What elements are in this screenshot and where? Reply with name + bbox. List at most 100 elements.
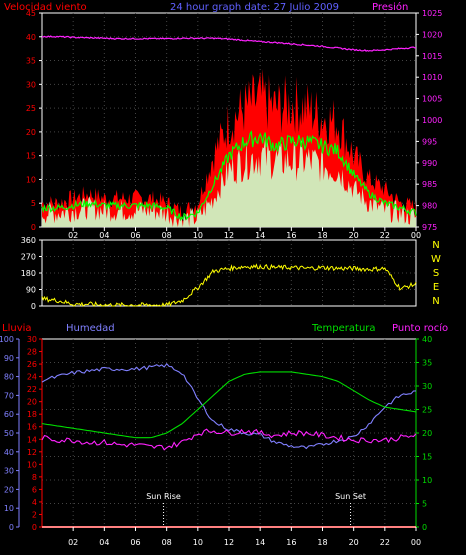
pressure-tick-label: 1005 [422,95,442,104]
direction-tick-label: 270 [21,253,36,262]
pressure-tick-label: 1020 [422,30,442,39]
rain-label: Lluvia [2,323,32,334]
rain-tick-label: 10 [27,460,37,469]
time-tick-label: 12 [224,231,234,240]
time-tick-label: 04 [99,231,109,240]
sunset-label: Sun Set [335,492,366,501]
time-tick-label: 22 [380,231,390,240]
direction-axis: 0 90 180 270 360 [21,236,42,311]
pressure-tick-label: 995 [422,137,437,146]
compass-label: N [432,296,439,307]
wind-pressure-series [41,35,417,227]
temp-tick-label: 20 [422,429,432,438]
wind-tick-label: 20 [26,128,36,137]
compass-label: E [433,282,439,293]
humidity-tick-label: 70 [4,391,14,400]
wind-pressure-panel: 02 04 06 08 10 12 14 16 18 20 22 00 051015202530354… [4,1,442,240]
wind-tick-label: 30 [26,80,36,89]
time-tick-label: 18 [317,538,327,547]
wind-tick-label: 5 [31,199,36,208]
humidity-tick-label: 50 [4,429,14,438]
rain-tick-label: 24 [27,373,37,382]
humidity-tick-label: 100 [0,335,14,344]
pressure-tick-label: 1010 [422,73,442,82]
temp-tick-label: 5 [422,500,427,509]
compass-label: S [433,268,439,279]
wind-tick-label: 0 [31,223,36,232]
temp-tick-label: 30 [422,382,432,391]
time-tick-label: 02 [68,538,78,547]
wind-tick-label: 25 [26,104,36,113]
time-tick-label: 22 [380,538,390,547]
pressure-tick-label: 1000 [422,116,442,125]
dewpoint-line [41,428,417,451]
rain-tick-label: 20 [27,398,37,407]
rain-tick-label: 22 [27,385,37,394]
pressure-tick-label: 980 [422,202,437,211]
rain-tick-label: 18 [27,410,37,419]
time-tick-label: 12 [224,538,234,547]
wind-direction-series [41,263,417,308]
temp-tick-label: 35 [422,359,432,368]
time-tick-label: 10 [193,538,203,547]
temp-tick-label: 15 [422,453,432,462]
time-tick-label: 06 [130,538,140,547]
rain-tick-label: 8 [32,473,37,482]
temp-tick-label: 10 [422,476,432,485]
rain-tick-label: 2 [32,510,37,519]
time-tick-label: 20 [349,538,359,547]
time-tick-label: 08 [162,538,172,547]
wind-tick-label: 15 [26,152,36,161]
pressure-tick-label: 1025 [422,9,442,18]
time-tick-label: 14 [255,231,265,240]
wind-mean-line [41,130,417,222]
rain-tick-label: 30 [27,335,37,344]
rain-tick-label: 28 [27,348,37,357]
humidity-label: Humedad [66,323,115,334]
wind-tick-label: 35 [26,57,36,66]
pressure-tick-label: 1015 [422,52,442,61]
humidity-tick-label: 90 [4,354,14,363]
wind-direction-line [41,263,417,308]
wind-pressure-grid: 02 04 06 08 10 12 14 16 18 20 22 00 [42,13,421,240]
rain-tick-label: 4 [32,498,37,507]
temp-humidity-axes: 0102030405060708090100024681012141618202… [0,335,432,532]
time-tick-label: 16 [286,538,296,547]
time-tick-label: 20 [349,231,359,240]
time-tick-label: 16 [286,231,296,240]
wind-direction-grid [42,240,416,306]
sun-annotations: Sun Rise Sun Set [146,492,366,527]
temp-humidity-grid [42,339,416,527]
compass-label: W [431,254,441,265]
direction-tick-label: 180 [21,269,36,278]
time-axis: 02 04 06 08 10 12 14 16 18 20 22 00 [42,526,421,547]
rain-tick-label: 14 [27,435,37,444]
humidity-tick-label: 10 [4,504,14,513]
humidity-line [41,362,417,450]
time-tick-label: 10 [193,231,203,240]
dewpoint-label: Punto rocío [392,322,448,334]
chart-title: 24 hour graph date: 27 Julio 2009 [170,2,339,13]
pressure-tick-label: 990 [422,159,437,168]
temp-tick-label: 25 [422,406,432,415]
wind-speed-label: Velocidad viento [4,2,87,13]
pressure-tick-label: 985 [422,180,437,189]
time-tick-label: 04 [99,538,109,547]
humidity-tick-label: 0 [9,523,14,532]
time-tick-label: 00 [411,231,421,240]
rain-tick-label: 12 [27,448,37,457]
compass-label: N [432,240,439,251]
humidity-tick-label: 60 [4,410,14,419]
temp-tick-label: 0 [422,523,427,532]
pressure-axis: 975 980 985 990 995 1000 1005 1010 1015 1020 1025 [416,9,442,232]
direction-tick-label: 0 [31,302,36,311]
time-tick-label: 02 [68,231,78,240]
temp-humidity-panel: 0102030405060708090100024681012141618202… [0,322,448,547]
time-tick-label: 06 [130,231,140,240]
wind-speed-axis: 0 5 10 15 20 25 30 35 40 45 [26,9,42,232]
time-tick-label: 00 [411,538,421,547]
rain-tick-label: 16 [27,423,37,432]
